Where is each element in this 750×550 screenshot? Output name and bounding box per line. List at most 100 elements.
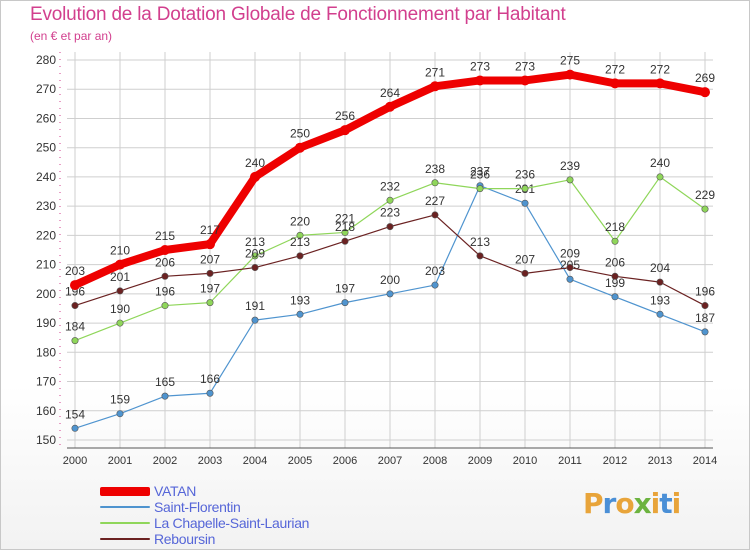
data-point: [386, 223, 394, 231]
data-point: [251, 252, 259, 260]
data-label: 191: [245, 299, 265, 313]
data-point: [656, 173, 664, 181]
data-label: 218: [605, 220, 625, 234]
data-point: [476, 185, 484, 193]
data-label: 190: [110, 302, 130, 316]
data-label: 223: [380, 206, 400, 220]
data-point: [71, 302, 79, 310]
data-label: 166: [200, 372, 220, 386]
data-point: [431, 211, 439, 219]
legend-label: La Chapelle-Saint-Laurian: [154, 515, 310, 531]
data-label: 197: [200, 282, 220, 296]
data-point: [656, 278, 664, 286]
y-tick-label: 250: [36, 141, 56, 155]
x-tick-label: 2008: [423, 455, 447, 467]
data-point: [431, 281, 439, 289]
data-point: [250, 171, 260, 182]
data-label: 240: [650, 156, 670, 170]
legend-swatch: [100, 538, 150, 540]
data-label: 217: [200, 223, 220, 237]
data-label: 206: [605, 255, 625, 269]
data-label: 272: [605, 62, 625, 76]
data-point: [521, 269, 529, 277]
data-label: 209: [560, 247, 580, 261]
x-tick-label: 2013: [648, 455, 672, 467]
data-point: [700, 87, 710, 98]
data-label: 209: [245, 247, 265, 261]
data-point: [296, 231, 304, 239]
y-tick-label: 190: [36, 316, 56, 330]
y-tick-label: 210: [36, 258, 56, 272]
logo-letter: r: [602, 487, 617, 520]
data-label: 210: [110, 244, 130, 258]
x-tick-label: 2007: [378, 455, 402, 467]
data-point: [71, 337, 79, 345]
data-point: [431, 179, 439, 187]
data-label: 184: [65, 320, 85, 334]
data-label: 165: [155, 375, 175, 389]
logo-letter: i: [650, 487, 661, 520]
y-tick-label: 170: [36, 375, 56, 389]
data-point: [385, 101, 395, 112]
logo-letter: t: [659, 487, 672, 520]
data-point: [430, 81, 440, 92]
y-tick-label: 260: [36, 111, 56, 125]
data-label: 220: [290, 214, 310, 228]
data-point: [341, 299, 349, 307]
data-point: [475, 75, 485, 86]
data-label: 193: [290, 293, 310, 307]
data-point: [701, 328, 709, 336]
data-label: 227: [425, 194, 445, 208]
data-point: [206, 389, 214, 397]
data-label: 229: [695, 188, 715, 202]
data-label: 196: [65, 285, 85, 299]
data-label: 203: [65, 264, 85, 278]
data-label: 236: [470, 168, 490, 182]
data-label: 236: [515, 168, 535, 182]
chart-title: Evolution de la Dotation Globale de Fonc…: [30, 4, 566, 25]
data-label: 264: [380, 86, 400, 100]
data-point: [70, 280, 80, 291]
data-label: 239: [560, 159, 580, 173]
x-tick-label: 2003: [198, 455, 222, 467]
logo-letter: x: [633, 487, 652, 520]
data-point: [611, 272, 619, 280]
data-point: [116, 319, 124, 327]
data-label: 159: [110, 393, 130, 407]
data-point: [296, 252, 304, 260]
data-label: 199: [605, 276, 625, 290]
legend-label: Saint-Florentin: [154, 499, 241, 515]
data-point: [566, 176, 574, 184]
x-tick-label: 2004: [243, 455, 267, 467]
data-label: 200: [380, 273, 400, 287]
legend-swatch: [100, 522, 150, 524]
data-point: [206, 299, 214, 307]
data-label: 256: [335, 109, 355, 123]
data-label: 213: [470, 235, 490, 249]
data-label: 218: [335, 220, 355, 234]
data-label: 196: [155, 285, 175, 299]
data-point: [161, 392, 169, 400]
data-label: 201: [110, 270, 130, 284]
data-label: 193: [650, 293, 670, 307]
data-point: [701, 205, 709, 213]
data-point: [71, 424, 79, 432]
data-point: [611, 237, 619, 245]
data-point: [701, 302, 709, 310]
data-point: [251, 264, 259, 272]
y-tick-label: 220: [36, 228, 56, 242]
data-point: [341, 237, 349, 245]
x-tick-label: 2009: [468, 455, 492, 467]
data-point: [116, 410, 124, 418]
data-point: [115, 259, 125, 270]
chart-subtitle: (en € et par an): [30, 29, 113, 43]
y-tick-label: 230: [36, 199, 56, 213]
legend-swatch: [100, 486, 150, 496]
data-point: [386, 196, 394, 204]
data-label: 215: [155, 229, 175, 243]
data-point: [476, 252, 484, 260]
data-point: [161, 302, 169, 310]
data-point: [565, 69, 575, 80]
data-label: 196: [695, 285, 715, 299]
